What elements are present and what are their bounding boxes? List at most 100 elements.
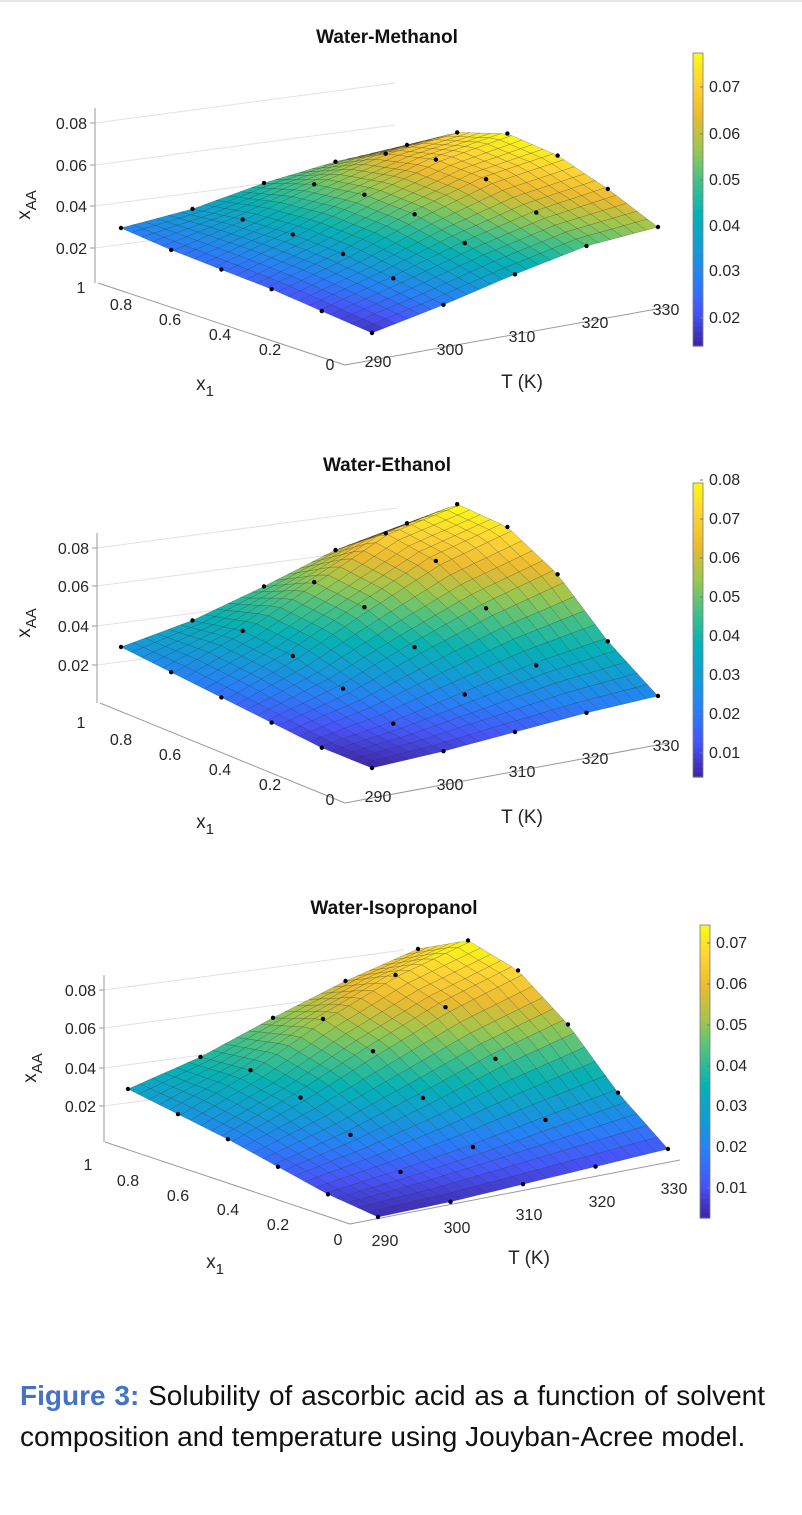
colorbar-segment — [693, 92, 703, 98]
colorbar-tick-label: 0.04 — [716, 1058, 747, 1075]
colorbar-segment — [693, 546, 703, 553]
surface — [127, 941, 669, 1218]
data-point — [441, 749, 446, 754]
colorbar-segment — [700, 1008, 710, 1014]
data-point — [219, 267, 224, 272]
colorbar-tick-label: 0.05 — [716, 1017, 747, 1034]
colorbar-segment — [693, 634, 703, 641]
colorbar-segment — [700, 1086, 710, 1092]
data-point — [455, 502, 460, 507]
x1-tick-label: 0.4 — [217, 1202, 239, 1219]
data-point — [493, 1056, 498, 1061]
colorbar-segment — [700, 1208, 710, 1214]
surface — [120, 505, 659, 769]
colorbar-segment — [693, 150, 703, 157]
data-point — [391, 276, 396, 281]
colorbar-segment — [693, 723, 703, 729]
data-point — [240, 628, 245, 633]
colorbar-segment — [700, 983, 710, 990]
colorbar-segment — [700, 978, 710, 985]
temperature-tick-label: 330 — [653, 302, 680, 319]
colorbar-segment — [693, 116, 703, 122]
colorbar-segment — [693, 331, 703, 337]
temperature-tick-label: 320 — [589, 1194, 616, 1211]
data-point — [270, 1015, 276, 1020]
surface-patch — [635, 218, 659, 231]
colorbar-segment — [693, 571, 703, 577]
temperature-tick-label: 310 — [509, 764, 536, 781]
data-point — [443, 1005, 448, 1010]
colorbar-tick-label: 0.06 — [709, 550, 740, 567]
z-tick-label: 0.06 — [58, 579, 89, 596]
colorbar-segment — [693, 238, 703, 245]
colorbar-segment — [693, 126, 703, 132]
colorbar-segment — [700, 1012, 710, 1019]
colorbar-segment — [693, 600, 703, 607]
colorbar-segment — [693, 77, 703, 83]
data-point — [298, 1095, 303, 1100]
colorbar-segment — [700, 973, 710, 980]
data-point — [534, 663, 539, 668]
colorbar-segment — [700, 964, 710, 970]
colorbar-segment — [693, 551, 703, 558]
temperature-tick-label: 290 — [365, 789, 392, 806]
data-point — [565, 1022, 571, 1027]
colorbar-segment — [693, 620, 703, 626]
colorbar-segment — [693, 732, 703, 739]
data-point — [505, 131, 510, 136]
colorbar-segment — [700, 1100, 710, 1107]
colorbar-segment — [693, 492, 703, 499]
colorbar: 0.01 0.02 0.03 0.04 0.05 0.06 0.07 — [699, 924, 747, 1219]
colorbar-segment — [693, 53, 703, 59]
data-point — [655, 693, 661, 699]
colorbar-tick-label: 0.06 — [709, 126, 740, 143]
data-point — [225, 1137, 231, 1142]
colorbar-segment — [693, 522, 703, 528]
colorbar-segment — [693, 72, 703, 79]
x1-tick-label: 0.6 — [159, 747, 181, 764]
data-point — [261, 584, 267, 589]
x1-axis-label: x1 — [206, 1252, 224, 1278]
colorbar-segment — [700, 1003, 710, 1009]
data-point — [398, 1169, 403, 1175]
colorbar-segment — [693, 483, 703, 489]
z-tick-label: 0.06 — [56, 158, 87, 175]
colorbar-segment — [700, 1188, 710, 1195]
x1-axis-line — [99, 702, 346, 804]
colorbar-segment — [693, 106, 703, 113]
colorbar-segment — [693, 630, 703, 636]
colorbar-segment — [693, 267, 703, 274]
colorbar-segment — [693, 160, 703, 166]
colorbar-segment — [693, 155, 703, 162]
colorbar-segment — [693, 610, 703, 616]
colorbar-segment — [693, 219, 703, 225]
colorbar-segment — [693, 145, 703, 152]
chart-svg: Water-Ethanol 0.02 0.04 0.06 0.08 xAA 290 300 31… — [14, 455, 740, 838]
colorbar-segment — [693, 82, 703, 88]
temperature-axis-line — [344, 306, 669, 366]
colorbar-segment — [693, 742, 703, 749]
colorbar-segment — [700, 929, 710, 936]
colorbar-segment — [693, 502, 703, 509]
z-tick-label: 0.04 — [56, 199, 87, 216]
x1-tick-label: 0.4 — [209, 327, 231, 344]
colorbar-segment — [693, 556, 703, 562]
colorbar-segment — [693, 253, 703, 259]
colorbar-segment — [693, 693, 703, 700]
temperature-tick-label: 310 — [516, 1207, 543, 1224]
colorbar-segment — [693, 111, 703, 118]
colorbar-segment — [693, 87, 703, 93]
data-point — [175, 1111, 181, 1117]
data-point — [615, 1090, 621, 1095]
colorbar-segment — [700, 1115, 710, 1121]
z-tick-label: 0.08 — [56, 116, 87, 133]
data-point — [125, 1086, 131, 1092]
data-point — [370, 1049, 376, 1054]
colorbar-segment — [693, 507, 703, 513]
colorbar: 0.02 0.03 0.04 0.05 0.06 0.07 — [692, 52, 740, 347]
colorbar-segment — [693, 625, 703, 631]
surface — [120, 132, 659, 334]
data-point — [369, 330, 375, 336]
colorbar-segment — [700, 1081, 710, 1087]
data-point — [240, 217, 245, 222]
